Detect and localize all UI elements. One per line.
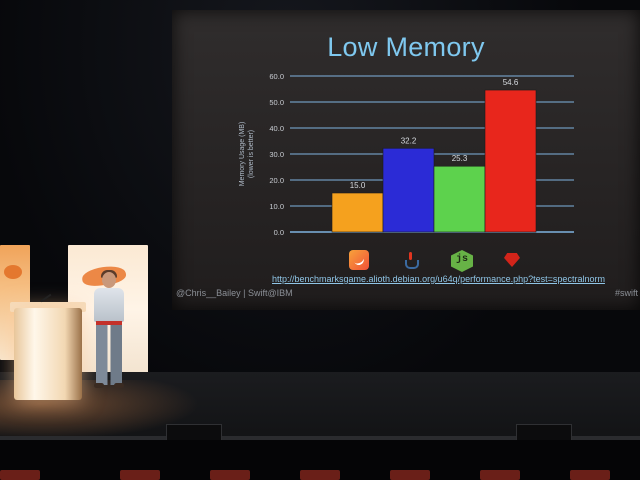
- bar-value-label: 32.2: [401, 136, 417, 145]
- nodejs-icon: js: [451, 250, 473, 272]
- bar-value-label: 25.3: [452, 154, 468, 163]
- bar-value-label: 15.0: [350, 181, 366, 190]
- source-url[interactable]: http://benchmarksgame.alioth.debian.org/…: [272, 274, 605, 284]
- java-icon: [400, 250, 420, 270]
- y-tick-label: 60.0: [269, 72, 284, 81]
- seat: [480, 470, 520, 480]
- y-axis-label: Memory Usage (MB): [239, 122, 246, 187]
- podium: [14, 308, 82, 400]
- y-tick-label: 50.0: [269, 98, 284, 107]
- y-tick-label: 0.0: [274, 228, 284, 237]
- seat: [0, 470, 40, 480]
- seat: [390, 470, 430, 480]
- bar-value-label: 54.6: [503, 78, 519, 87]
- bar-chart: 0.0 10.0 20.0 30.0 40.0 50.0 60.0 Memory Usage …: [239, 72, 574, 237]
- y-tick-label: 20.0: [269, 176, 284, 185]
- podium-top: [10, 302, 86, 312]
- seat: [300, 470, 340, 480]
- swift-icon: [349, 250, 369, 270]
- seat: [120, 470, 160, 480]
- seat: [570, 470, 610, 480]
- bar: [484, 89, 537, 233]
- speaker-person: [88, 268, 130, 392]
- seat: [210, 470, 250, 480]
- bar: [382, 147, 435, 233]
- y-tick-label: 40.0: [269, 124, 284, 133]
- slide-title: Low Memory: [327, 32, 485, 62]
- stage-edge: [0, 436, 640, 440]
- y-tick-label: 10.0: [269, 202, 284, 211]
- footer-hashtag: #swift: [614, 288, 638, 298]
- bar: [433, 165, 486, 233]
- y-tick-label: 30.0: [269, 150, 284, 159]
- footer-credit: @Chris__Bailey | Swift@IBM: [176, 288, 293, 298]
- bar: [331, 192, 384, 233]
- projection-screen: Low Memory 0.0 10.0 20.0 30.0 40.0 50.0 60.0 Me…: [172, 10, 640, 310]
- y-axis-label: (lower is better): [248, 130, 255, 178]
- stage-monitor-right: [516, 424, 572, 441]
- stage-monitor-left: [166, 424, 222, 441]
